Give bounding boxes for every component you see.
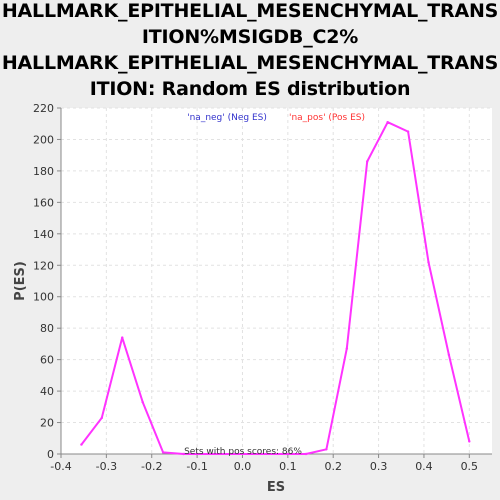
- data-point: [121, 336, 123, 338]
- data-point: [386, 121, 388, 123]
- data-point: [346, 347, 348, 349]
- y-tick-label: 220: [33, 102, 54, 115]
- data-point: [325, 448, 327, 450]
- data-point: [80, 443, 82, 445]
- data-point: [407, 130, 409, 132]
- x-tick-label: -0.3: [96, 460, 117, 473]
- x-tick-label: 0.5: [461, 460, 479, 473]
- y-tick-label: 0: [47, 448, 54, 461]
- x-tick-label: 0.1: [279, 460, 297, 473]
- x-tick-label: 0.0: [234, 460, 252, 473]
- x-tick-label: 0.3: [370, 460, 388, 473]
- data-point: [468, 440, 470, 442]
- y-tick-label: 40: [40, 385, 54, 398]
- y-tick-label: 200: [33, 133, 54, 146]
- y-tick-label: 80: [40, 322, 54, 335]
- legend-entry-neg: 'na_neg' (Neg ES): [187, 113, 267, 123]
- y-tick-label: 100: [33, 291, 54, 304]
- x-tick-label: -0.2: [141, 460, 162, 473]
- y-axis-label: P(ES): [13, 261, 28, 301]
- x-tick-label: -0.4: [50, 460, 71, 473]
- plot-area: [61, 108, 492, 454]
- y-tick-label: 120: [33, 259, 54, 272]
- x-tick-label: 0.2: [324, 460, 342, 473]
- annotation-pos-scores: Sets with pos scores: 86%: [184, 447, 302, 457]
- data-point: [141, 401, 143, 403]
- data-point: [427, 261, 429, 263]
- data-point: [101, 417, 103, 419]
- legend-entry-pos: 'na_pos' (Pos ES): [289, 113, 365, 123]
- data-point: [448, 354, 450, 356]
- data-point: [366, 160, 368, 162]
- y-tick-label: 180: [33, 165, 54, 178]
- y-tick-label: 60: [40, 354, 54, 367]
- x-tick-label: 0.4: [415, 460, 433, 473]
- x-tick-label: -0.1: [186, 460, 207, 473]
- x-axis-label: ES: [267, 480, 285, 495]
- y-tick-label: 160: [33, 196, 54, 209]
- y-tick-label: 20: [40, 417, 54, 430]
- data-point: [305, 453, 307, 455]
- y-tick-label: 140: [33, 228, 54, 241]
- data-point: [162, 451, 164, 453]
